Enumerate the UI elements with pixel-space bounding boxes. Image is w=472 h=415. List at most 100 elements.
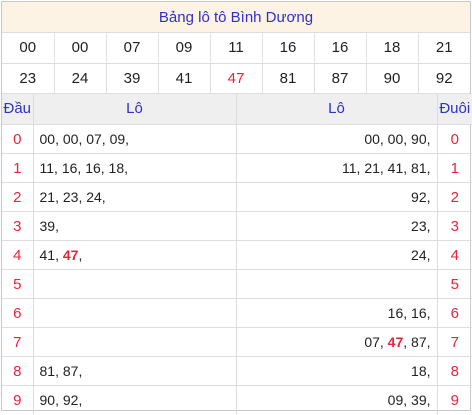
- lo-number: 47: [387, 334, 404, 350]
- loto-number-cell: 87: [314, 63, 367, 94]
- duoi-cell: 2: [437, 182, 472, 212]
- loto-number-cell: 41: [158, 63, 211, 94]
- duoi-cell: 3: [437, 211, 472, 241]
- header-lo-left: Lô: [33, 93, 237, 125]
- lo-right-cell: [236, 269, 438, 299]
- loto-number-cell: 07: [106, 33, 159, 64]
- duoi-cell: 8: [437, 356, 472, 386]
- loto-number-cell: 47: [210, 63, 263, 94]
- loto-number-cell: 81: [262, 63, 315, 94]
- loto-number-cell: 39: [106, 63, 159, 94]
- lo-right-cell: 92,: [236, 182, 438, 212]
- lo-number: 18: [108, 160, 125, 176]
- lo-right-cell: 07, 47, 87,: [236, 327, 438, 357]
- duoi-cell: 5: [437, 269, 472, 299]
- lo-left-cell: 90, 92,: [33, 385, 237, 415]
- lo-number: 16: [85, 160, 101, 176]
- dau-cell: 3: [2, 211, 34, 241]
- loto-number-cell: 00: [54, 33, 107, 64]
- loto-number-cell: 90: [366, 63, 419, 94]
- lo-number: 47: [62, 247, 79, 263]
- loto-row-1: 00 00 07 09 11 16 16 18 21: [2, 33, 470, 64]
- lo-left-cell: 81, 87,: [33, 356, 237, 386]
- lo-number: 18: [411, 363, 427, 379]
- lo-number: 07: [86, 131, 102, 147]
- dau-cell: 1: [2, 153, 34, 183]
- lo-right-cell: 00, 00, 90,: [236, 124, 438, 154]
- loto-number-cell: 18: [366, 33, 419, 64]
- duoi-cell: 6: [437, 298, 472, 328]
- lo-number: 41: [387, 160, 404, 176]
- lo-number: 09: [109, 131, 126, 147]
- dau-cell: 0: [2, 124, 34, 154]
- table-row: 7 07, 47, 87, 7: [2, 327, 472, 357]
- lo-right-cell: 23,: [236, 211, 438, 241]
- loto-number-cell: 24: [54, 63, 107, 94]
- lo-right-cell: 24,: [236, 240, 438, 270]
- lo-number: 21: [364, 160, 380, 176]
- duoi-cell: 7: [437, 327, 472, 357]
- lo-number: 11: [39, 160, 55, 176]
- lo-number: 87: [411, 334, 427, 350]
- lo-number: 00: [62, 131, 79, 147]
- lo-right-cell: 16, 16,: [236, 298, 438, 328]
- table-row: 9 90, 92, 09, 39, 9: [2, 385, 472, 415]
- lo-number: 00: [364, 131, 380, 147]
- lo-number: 00: [39, 131, 56, 147]
- lo-number: 24: [411, 247, 427, 263]
- table-row: 2 21, 23, 24, 92, 2: [2, 182, 472, 212]
- table-row: 6 16, 16, 6: [2, 298, 472, 328]
- dau-cell: 9: [2, 385, 34, 415]
- lo-left-cell: [33, 269, 237, 299]
- dau-cell: 8: [2, 356, 34, 386]
- loto-number-cell: 16: [262, 33, 315, 64]
- duoi-cell: 4: [437, 240, 472, 270]
- lo-number: 16: [61, 160, 78, 176]
- lo-number: 92: [62, 392, 79, 409]
- loto-number-cell: 16: [314, 33, 367, 64]
- lo-right-cell: 11, 21, 41, 81,: [236, 153, 438, 183]
- lo-left-cell: 11, 16, 16, 18,: [33, 153, 237, 183]
- lo-number: 23: [62, 189, 79, 205]
- table-header-row: Đầu Lô Lô Đuôi: [2, 93, 472, 125]
- lo-number: 87: [62, 363, 79, 379]
- lo-number: 07: [364, 334, 380, 350]
- lo-number: 16: [411, 305, 427, 321]
- duoi-cell: 1: [437, 153, 472, 183]
- lo-number: 16: [387, 305, 404, 321]
- lo-number: 09: [387, 392, 404, 409]
- lo-number: 81: [411, 160, 427, 176]
- lo-right-cell: 18,: [236, 356, 438, 386]
- loto-number-cell: 11: [210, 33, 263, 64]
- loto-number-cell: 00: [2, 33, 55, 64]
- loto-numbers-table: 00 00 07 09 11 16 16 18 21 23 24 39 41 47 81 87 90 92: [2, 33, 470, 94]
- lo-number: 90: [411, 131, 427, 147]
- table-row: 8 81, 87, 18, 8: [2, 356, 472, 386]
- lo-left-cell: 39,: [33, 211, 237, 241]
- lo-number: 90: [39, 392, 56, 409]
- duoi-cell: 0: [437, 124, 472, 154]
- lo-number: 39: [411, 392, 427, 409]
- lo-number: 92: [411, 189, 427, 205]
- lo-right-cell: 09, 39,: [236, 385, 438, 415]
- lo-left-cell: 41, 47,: [33, 240, 237, 270]
- lo-number: 81: [39, 363, 56, 379]
- duoi-cell: 9: [450, 391, 459, 409]
- lo-number: 23: [411, 218, 427, 234]
- loto-number-cell: 92: [418, 63, 470, 94]
- header-duoi: Đuôi: [437, 93, 472, 125]
- lo-number: 41: [39, 247, 56, 263]
- lo-number: 21: [39, 189, 56, 205]
- lo-left-cell: 00, 00, 07, 09,: [33, 124, 237, 154]
- dau-cell: 5: [2, 269, 34, 299]
- header-lo-right: Lô: [236, 93, 438, 125]
- dau-cell: 7: [2, 327, 34, 357]
- lo-number: 00: [387, 131, 404, 147]
- lo-number: 24: [86, 189, 102, 205]
- table-body: 0 00, 00, 07, 09, 00, 00, 90, 0 1 11, 16, 1…: [2, 124, 472, 415]
- lo-left-cell: [33, 298, 237, 328]
- lo-left-cell: 21, 23, 24,: [33, 182, 237, 212]
- board-title: Bảng lô tô Bình Dương: [2, 2, 470, 33]
